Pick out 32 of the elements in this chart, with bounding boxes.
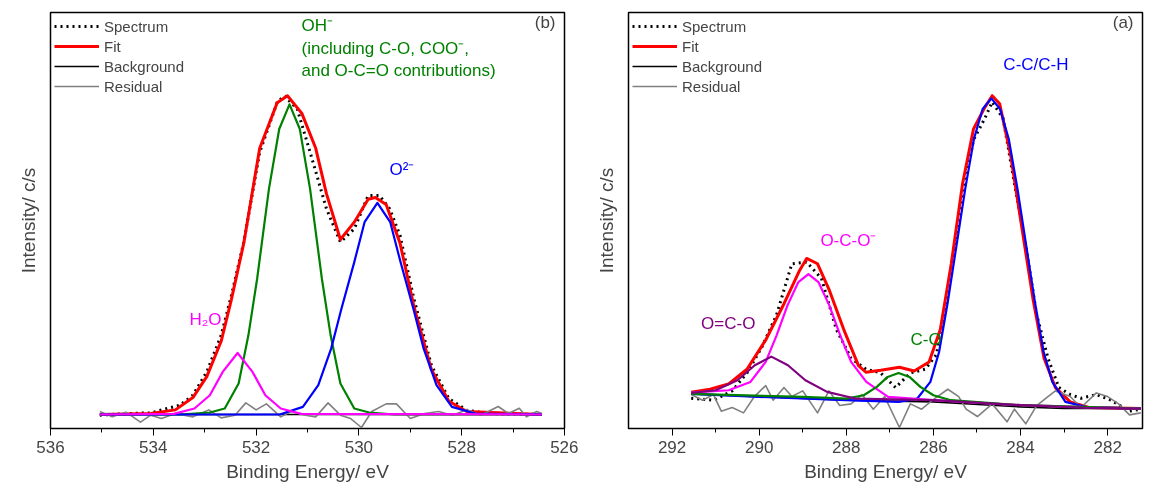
text: (b) <box>534 12 556 32</box>
legend-label: Background <box>682 57 763 75</box>
series-label: H₂O <box>189 309 222 329</box>
x-tick-label: 526 <box>550 437 579 457</box>
legend-label: Spectrum <box>104 17 169 35</box>
x-tick-label: 288 <box>832 437 861 457</box>
legend-label: Residual <box>682 77 741 95</box>
x-tick-label: 530 <box>344 437 374 457</box>
x-tick-label: 282 <box>1093 437 1122 457</box>
legend-label: Background <box>104 57 185 75</box>
x-tick-label: 532 <box>241 437 271 457</box>
x-tick-label: 528 <box>447 437 476 457</box>
x-tick-label: 286 <box>919 437 948 457</box>
series-label: O-C-O⁻ <box>820 231 877 251</box>
legend-label: Fit <box>682 37 700 55</box>
x-tick-label: 290 <box>745 437 774 457</box>
x-tick-label: 534 <box>139 437 168 457</box>
legend-label: Fit <box>104 37 122 55</box>
series-label: OH⁻ (including C-O, COO⁻, and O-C=O contributions) <box>301 15 496 81</box>
legend-label: Spectrum <box>682 17 747 35</box>
x-tick-label: 536 <box>36 437 65 457</box>
x-tick-label: 292 <box>657 437 687 457</box>
series-label: O=C-O <box>701 313 756 333</box>
legend-label: Residual <box>104 77 163 95</box>
x-axis-title: Binding Energy/ eV <box>226 460 390 482</box>
x-axis-title: Binding Energy/ eV <box>804 460 968 482</box>
text: (a) <box>1112 12 1134 32</box>
y-axis-title: Intensity/ c/s <box>595 167 617 274</box>
series-label: O²⁻ <box>389 159 415 179</box>
y-axis-title: Intensity/ c/s <box>17 167 39 274</box>
x-tick-label: 284 <box>1006 437 1035 457</box>
series-label: C-C/C-H <box>1003 55 1069 75</box>
